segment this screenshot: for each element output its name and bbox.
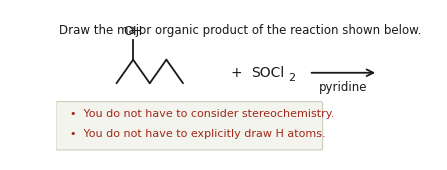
Text: OH: OH [123, 25, 143, 38]
FancyBboxPatch shape [56, 101, 323, 150]
Text: pyridine: pyridine [319, 81, 368, 94]
Text: +: + [230, 66, 242, 80]
Text: 2: 2 [288, 73, 295, 83]
Text: •  You do not have to explicitly draw H atoms.: • You do not have to explicitly draw H a… [70, 129, 325, 139]
Text: SOCl: SOCl [252, 66, 285, 80]
Text: •  You do not have to consider stereochemistry.: • You do not have to consider stereochem… [70, 109, 334, 119]
Text: Draw the major organic product of the reaction shown below.: Draw the major organic product of the re… [59, 24, 422, 37]
